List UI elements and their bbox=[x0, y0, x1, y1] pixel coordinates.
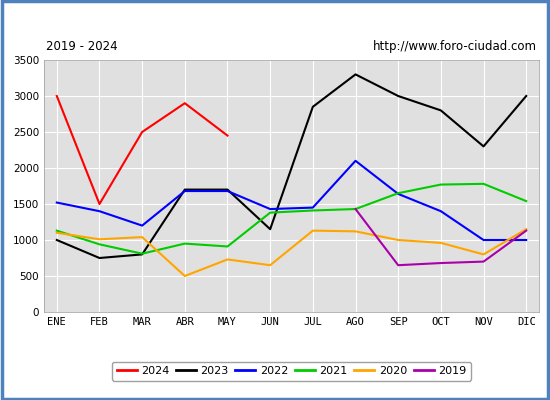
Legend: 2024, 2023, 2022, 2021, 2020, 2019: 2024, 2023, 2022, 2021, 2020, 2019 bbox=[112, 362, 471, 380]
Text: 2019 - 2024: 2019 - 2024 bbox=[46, 40, 118, 53]
Text: http://www.foro-ciudad.com: http://www.foro-ciudad.com bbox=[372, 40, 536, 53]
Text: Evolucion Nº Turistas Extranjeros en el municipio de Rosal de la Frontera: Evolucion Nº Turistas Extranjeros en el … bbox=[9, 10, 541, 26]
